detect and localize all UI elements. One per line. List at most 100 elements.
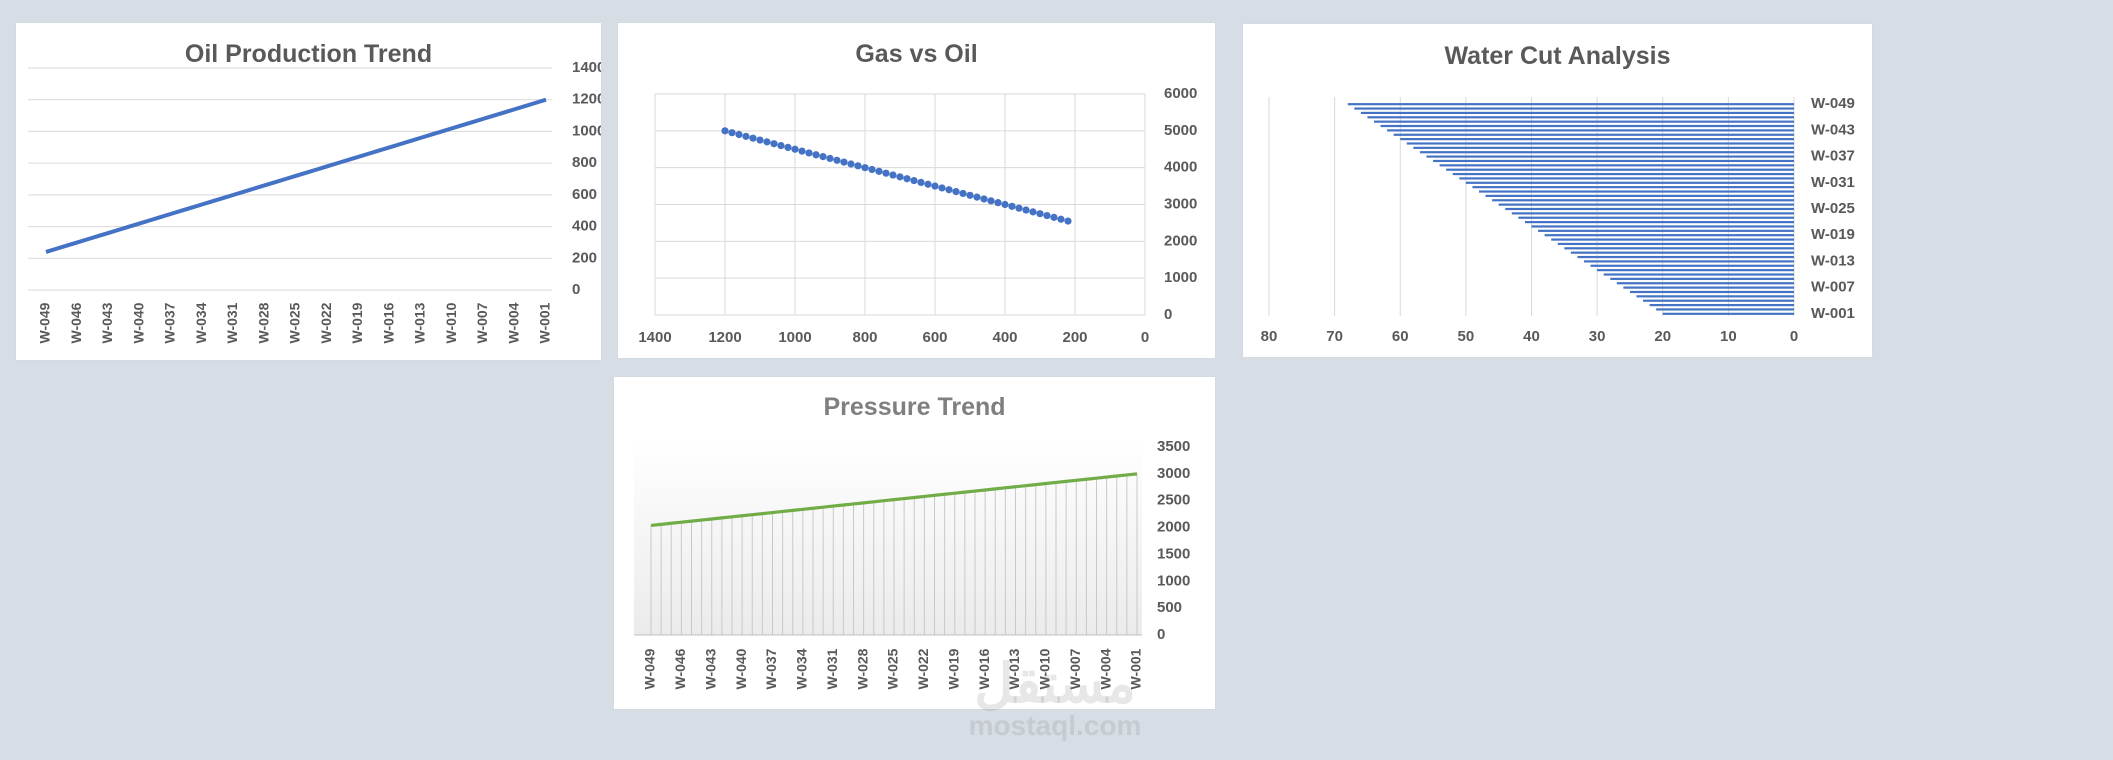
x-tick-label: W-043 — [702, 648, 718, 689]
x-tick-label: 0 — [1790, 328, 1798, 345]
scatter-point — [1029, 208, 1037, 216]
scatter-point — [1050, 213, 1058, 221]
x-tick-label: W-046 — [68, 302, 84, 343]
scatter-point — [966, 191, 974, 199]
y-tick-label: 1200 — [572, 91, 601, 108]
bar — [1406, 142, 1794, 145]
scatter-point — [861, 164, 869, 172]
scatter-point — [931, 182, 939, 190]
scatter-point — [749, 134, 757, 142]
x-tick-label: W-040 — [130, 302, 146, 343]
y-tick-label: W-031 — [1811, 174, 1855, 191]
y-tick-label: 1500 — [1157, 545, 1190, 562]
bar — [1649, 303, 1794, 307]
bar — [1347, 103, 1794, 106]
series-line — [45, 97, 547, 254]
x-tick-label: W-037 — [763, 648, 779, 689]
bar — [1439, 164, 1794, 167]
scatter-point — [777, 141, 785, 150]
scatter-point — [728, 129, 736, 137]
y-tick-label: W-001 — [1811, 305, 1855, 322]
scatter-point — [952, 188, 960, 196]
x-tick-label: 1400 — [638, 329, 671, 346]
y-tick-label: W-043 — [1811, 121, 1855, 138]
scatter-point — [1043, 211, 1051, 220]
bar — [1380, 124, 1794, 128]
bar — [1518, 216, 1794, 219]
scatter-point — [1001, 200, 1009, 209]
x-tick-label: 70 — [1326, 328, 1343, 345]
bar — [1374, 120, 1794, 123]
bar — [1584, 260, 1794, 263]
bar — [1400, 138, 1794, 141]
scatter-point — [889, 171, 897, 179]
y-tick-label: W-049 — [1811, 95, 1855, 112]
series-line — [650, 472, 1138, 528]
bar — [1419, 151, 1794, 154]
bar — [1426, 155, 1794, 158]
y-tick-label: 800 — [572, 154, 597, 171]
oil-production-chart: 0 200 400 600 800 1000 1200 1400 W-049 W-046 W-043… — [28, 59, 601, 343]
x-tick-label: W-025 — [885, 648, 901, 689]
chart-panel-gas-vs-oil: Gas vs Oil 0 1000 2000 3000 4000 5000 6000 1400… — [618, 23, 1215, 358]
bar — [1538, 229, 1794, 232]
y-tick-label: 1000 — [1164, 269, 1197, 286]
scatter-point — [959, 189, 967, 198]
x-tick-label: W-010 — [1037, 648, 1053, 689]
scatter-point — [833, 156, 841, 164]
x-tick-label: 80 — [1261, 328, 1278, 345]
y-tick-label: 4000 — [1164, 159, 1197, 176]
bar — [1636, 295, 1794, 298]
bar — [1557, 242, 1794, 246]
bar — [1610, 277, 1794, 280]
y-tick-label: 2500 — [1157, 492, 1190, 509]
bar — [1656, 308, 1794, 311]
x-tick-label: 600 — [922, 329, 947, 346]
x-tick-label: W-046 — [672, 648, 688, 689]
scatter-point — [903, 175, 911, 183]
x-tick-label: W-007 — [1067, 648, 1083, 689]
y-tick-label: 200 — [572, 249, 597, 266]
scatter-point — [805, 149, 813, 157]
scatter-point — [938, 184, 946, 192]
bar — [1446, 168, 1794, 171]
scatter-point — [896, 173, 904, 181]
bar — [1387, 129, 1794, 132]
x-tick-label: W-013 — [412, 302, 428, 343]
bar — [1354, 107, 1794, 110]
y-tick-label: 0 — [572, 281, 580, 298]
bar — [1643, 299, 1794, 302]
x-tick-label: 20 — [1654, 328, 1671, 345]
x-tick-label: 400 — [992, 329, 1017, 346]
bar — [1603, 273, 1794, 276]
chart-panel-oil-production: Oil Production Trend 0 200 400 600 800 1000 12… — [16, 23, 601, 360]
scatter-point — [1064, 217, 1072, 225]
scatter-point — [924, 180, 932, 188]
scatter-point — [973, 193, 981, 201]
scatter-point — [868, 165, 876, 174]
scatter-point — [791, 145, 799, 153]
bar — [1367, 116, 1794, 119]
y-tick-label: 3000 — [1157, 465, 1190, 482]
scatter-point — [1015, 204, 1023, 212]
scatter-point — [826, 154, 834, 163]
bar — [1616, 282, 1794, 285]
x-tick-label: 1200 — [708, 329, 741, 346]
y-tick-label: 0 — [1157, 626, 1165, 643]
scatter-point — [847, 160, 855, 168]
y-tick-label: 1000 — [572, 122, 601, 139]
x-tick-label: W-034 — [794, 648, 810, 689]
bar — [1360, 111, 1794, 115]
x-tick-label: 10 — [1720, 328, 1737, 345]
scatter-point — [980, 195, 988, 203]
x-tick-label: W-028 — [854, 648, 870, 689]
x-tick-label: W-031 — [224, 302, 240, 343]
bar — [1623, 286, 1794, 289]
y-tick-label: W-013 — [1811, 252, 1855, 269]
x-tick-label: W-025 — [287, 302, 303, 343]
x-tick-label: W-022 — [318, 302, 334, 343]
bar — [1544, 234, 1794, 237]
watermark-text: mostaql.com — [968, 710, 1142, 741]
y-tick-label: 1000 — [1157, 572, 1190, 589]
